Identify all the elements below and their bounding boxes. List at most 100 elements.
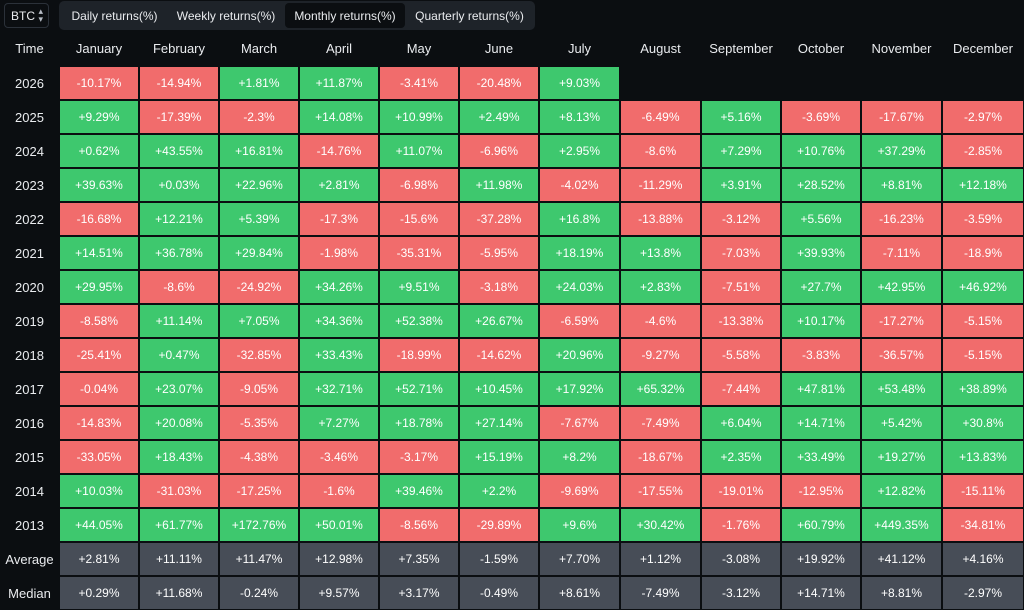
- average-cell: +7.35%: [380, 543, 458, 575]
- return-cell: -7.44%: [702, 373, 780, 405]
- median-cell: -0.24%: [220, 577, 298, 609]
- column-header-month: June: [484, 40, 514, 56]
- return-cell: +8.81%: [862, 169, 941, 201]
- return-cell: -37.28%: [460, 203, 538, 235]
- return-cell: +2.2%: [460, 475, 538, 507]
- return-cell: -15.6%: [380, 203, 458, 235]
- row-label-average: Average: [5, 551, 54, 567]
- row-label-year: 2018: [15, 347, 44, 363]
- return-cell: -0.04%: [60, 373, 138, 405]
- return-cell: +0.47%: [140, 339, 218, 371]
- column-header-month: November: [871, 40, 932, 56]
- return-cell: -14.94%: [140, 67, 218, 99]
- tab-quarterly-returns[interactable]: Quarterly returns(%): [415, 8, 524, 23]
- return-cell: +47.81%: [782, 373, 860, 405]
- return-cell: -4.02%: [540, 169, 619, 201]
- return-cell: -7.11%: [862, 237, 941, 269]
- return-cell: -14.62%: [460, 339, 538, 371]
- row-label-year: 2024: [15, 143, 44, 159]
- median-cell: -0.49%: [460, 577, 538, 609]
- return-cell: -17.27%: [862, 305, 941, 337]
- return-cell: +28.52%: [782, 169, 860, 201]
- return-cell: -1.6%: [300, 475, 378, 507]
- return-cell: +15.19%: [460, 441, 538, 473]
- return-cell: -17.55%: [621, 475, 700, 507]
- row-label-year: 2014: [15, 483, 44, 499]
- return-cell: +19.27%: [862, 441, 941, 473]
- median-cell: -2.97%: [943, 577, 1023, 609]
- return-cell: +46.92%: [943, 271, 1023, 303]
- return-cell: -10.17%: [60, 67, 138, 99]
- return-cell: -3.83%: [782, 339, 860, 371]
- return-cell: +1.81%: [220, 67, 298, 99]
- return-cell: -11.29%: [621, 169, 700, 201]
- average-cell: +19.92%: [782, 543, 860, 575]
- return-cell: +29.84%: [220, 237, 298, 269]
- tab-weekly-returns[interactable]: Weekly returns(%): [176, 8, 276, 23]
- return-cell: -36.57%: [862, 339, 941, 371]
- return-cell: +39.46%: [380, 475, 458, 507]
- row-label-year: 2020: [15, 279, 44, 295]
- row-label-year: 2015: [15, 449, 44, 465]
- column-header-month: October: [797, 40, 845, 56]
- return-cell: +20.08%: [140, 407, 218, 439]
- return-cell: -34.81%: [943, 509, 1023, 541]
- return-cell: -2.97%: [943, 101, 1023, 133]
- median-cell: -3.12%: [702, 577, 780, 609]
- return-cell: +2.95%: [540, 135, 619, 167]
- return-cell: +26.67%: [460, 305, 538, 337]
- column-header-month: February: [152, 40, 206, 56]
- return-cell: +14.08%: [300, 101, 378, 133]
- average-cell: +2.81%: [60, 543, 138, 575]
- return-cell: -8.56%: [380, 509, 458, 541]
- return-cell: -6.49%: [621, 101, 700, 133]
- return-cell: +12.21%: [140, 203, 218, 235]
- return-cell: +9.6%: [540, 509, 619, 541]
- return-cell: +3.91%: [702, 169, 780, 201]
- median-cell: -7.49%: [621, 577, 700, 609]
- row-label-year: 2021: [15, 245, 44, 261]
- return-cell: +33.49%: [782, 441, 860, 473]
- return-cell: -3.46%: [300, 441, 378, 473]
- return-cell: +50.01%: [300, 509, 378, 541]
- return-cell: +9.51%: [380, 271, 458, 303]
- return-cell: +16.81%: [220, 135, 298, 167]
- return-cell: -29.89%: [460, 509, 538, 541]
- return-cell: -16.23%: [862, 203, 941, 235]
- row-label-year: 2023: [15, 177, 44, 193]
- return-cell: +39.93%: [782, 237, 860, 269]
- return-cell: -3.69%: [782, 101, 860, 133]
- return-cell: +13.8%: [621, 237, 700, 269]
- column-header-month: March: [240, 40, 278, 56]
- return-cell: +37.29%: [862, 135, 941, 167]
- return-cell: +27.14%: [460, 407, 538, 439]
- return-cell: -5.58%: [702, 339, 780, 371]
- average-cell: +4.16%: [943, 543, 1023, 575]
- return-cell: -19.01%: [702, 475, 780, 507]
- return-cell: +12.18%: [943, 169, 1023, 201]
- return-cell: -3.17%: [380, 441, 458, 473]
- return-cell: -8.6%: [621, 135, 700, 167]
- column-header-month: July: [567, 40, 592, 56]
- return-cell: -17.67%: [862, 101, 941, 133]
- average-cell: -3.08%: [702, 543, 780, 575]
- asset-select[interactable]: BTC ▴ ▾: [4, 3, 49, 28]
- return-cell: +14.71%: [782, 407, 860, 439]
- return-cell: +36.78%: [140, 237, 218, 269]
- return-cell: -5.15%: [943, 339, 1023, 371]
- return-cell: -25.41%: [60, 339, 138, 371]
- return-cell: +18.78%: [380, 407, 458, 439]
- return-cell: +24.03%: [540, 271, 619, 303]
- return-cell: -9.69%: [540, 475, 619, 507]
- return-cell: -4.38%: [220, 441, 298, 473]
- return-cell: +12.82%: [862, 475, 941, 507]
- return-cell: +10.17%: [782, 305, 860, 337]
- return-cell: +8.2%: [540, 441, 619, 473]
- return-cell: +5.16%: [702, 101, 780, 133]
- return-cell: +172.76%: [220, 509, 298, 541]
- return-cell: +9.29%: [60, 101, 138, 133]
- return-cell: -2.3%: [220, 101, 298, 133]
- tab-daily-returns[interactable]: Daily returns(%): [71, 8, 158, 23]
- tab-monthly-returns[interactable]: Monthly returns(%): [285, 3, 405, 28]
- return-cell: -3.12%: [702, 203, 780, 235]
